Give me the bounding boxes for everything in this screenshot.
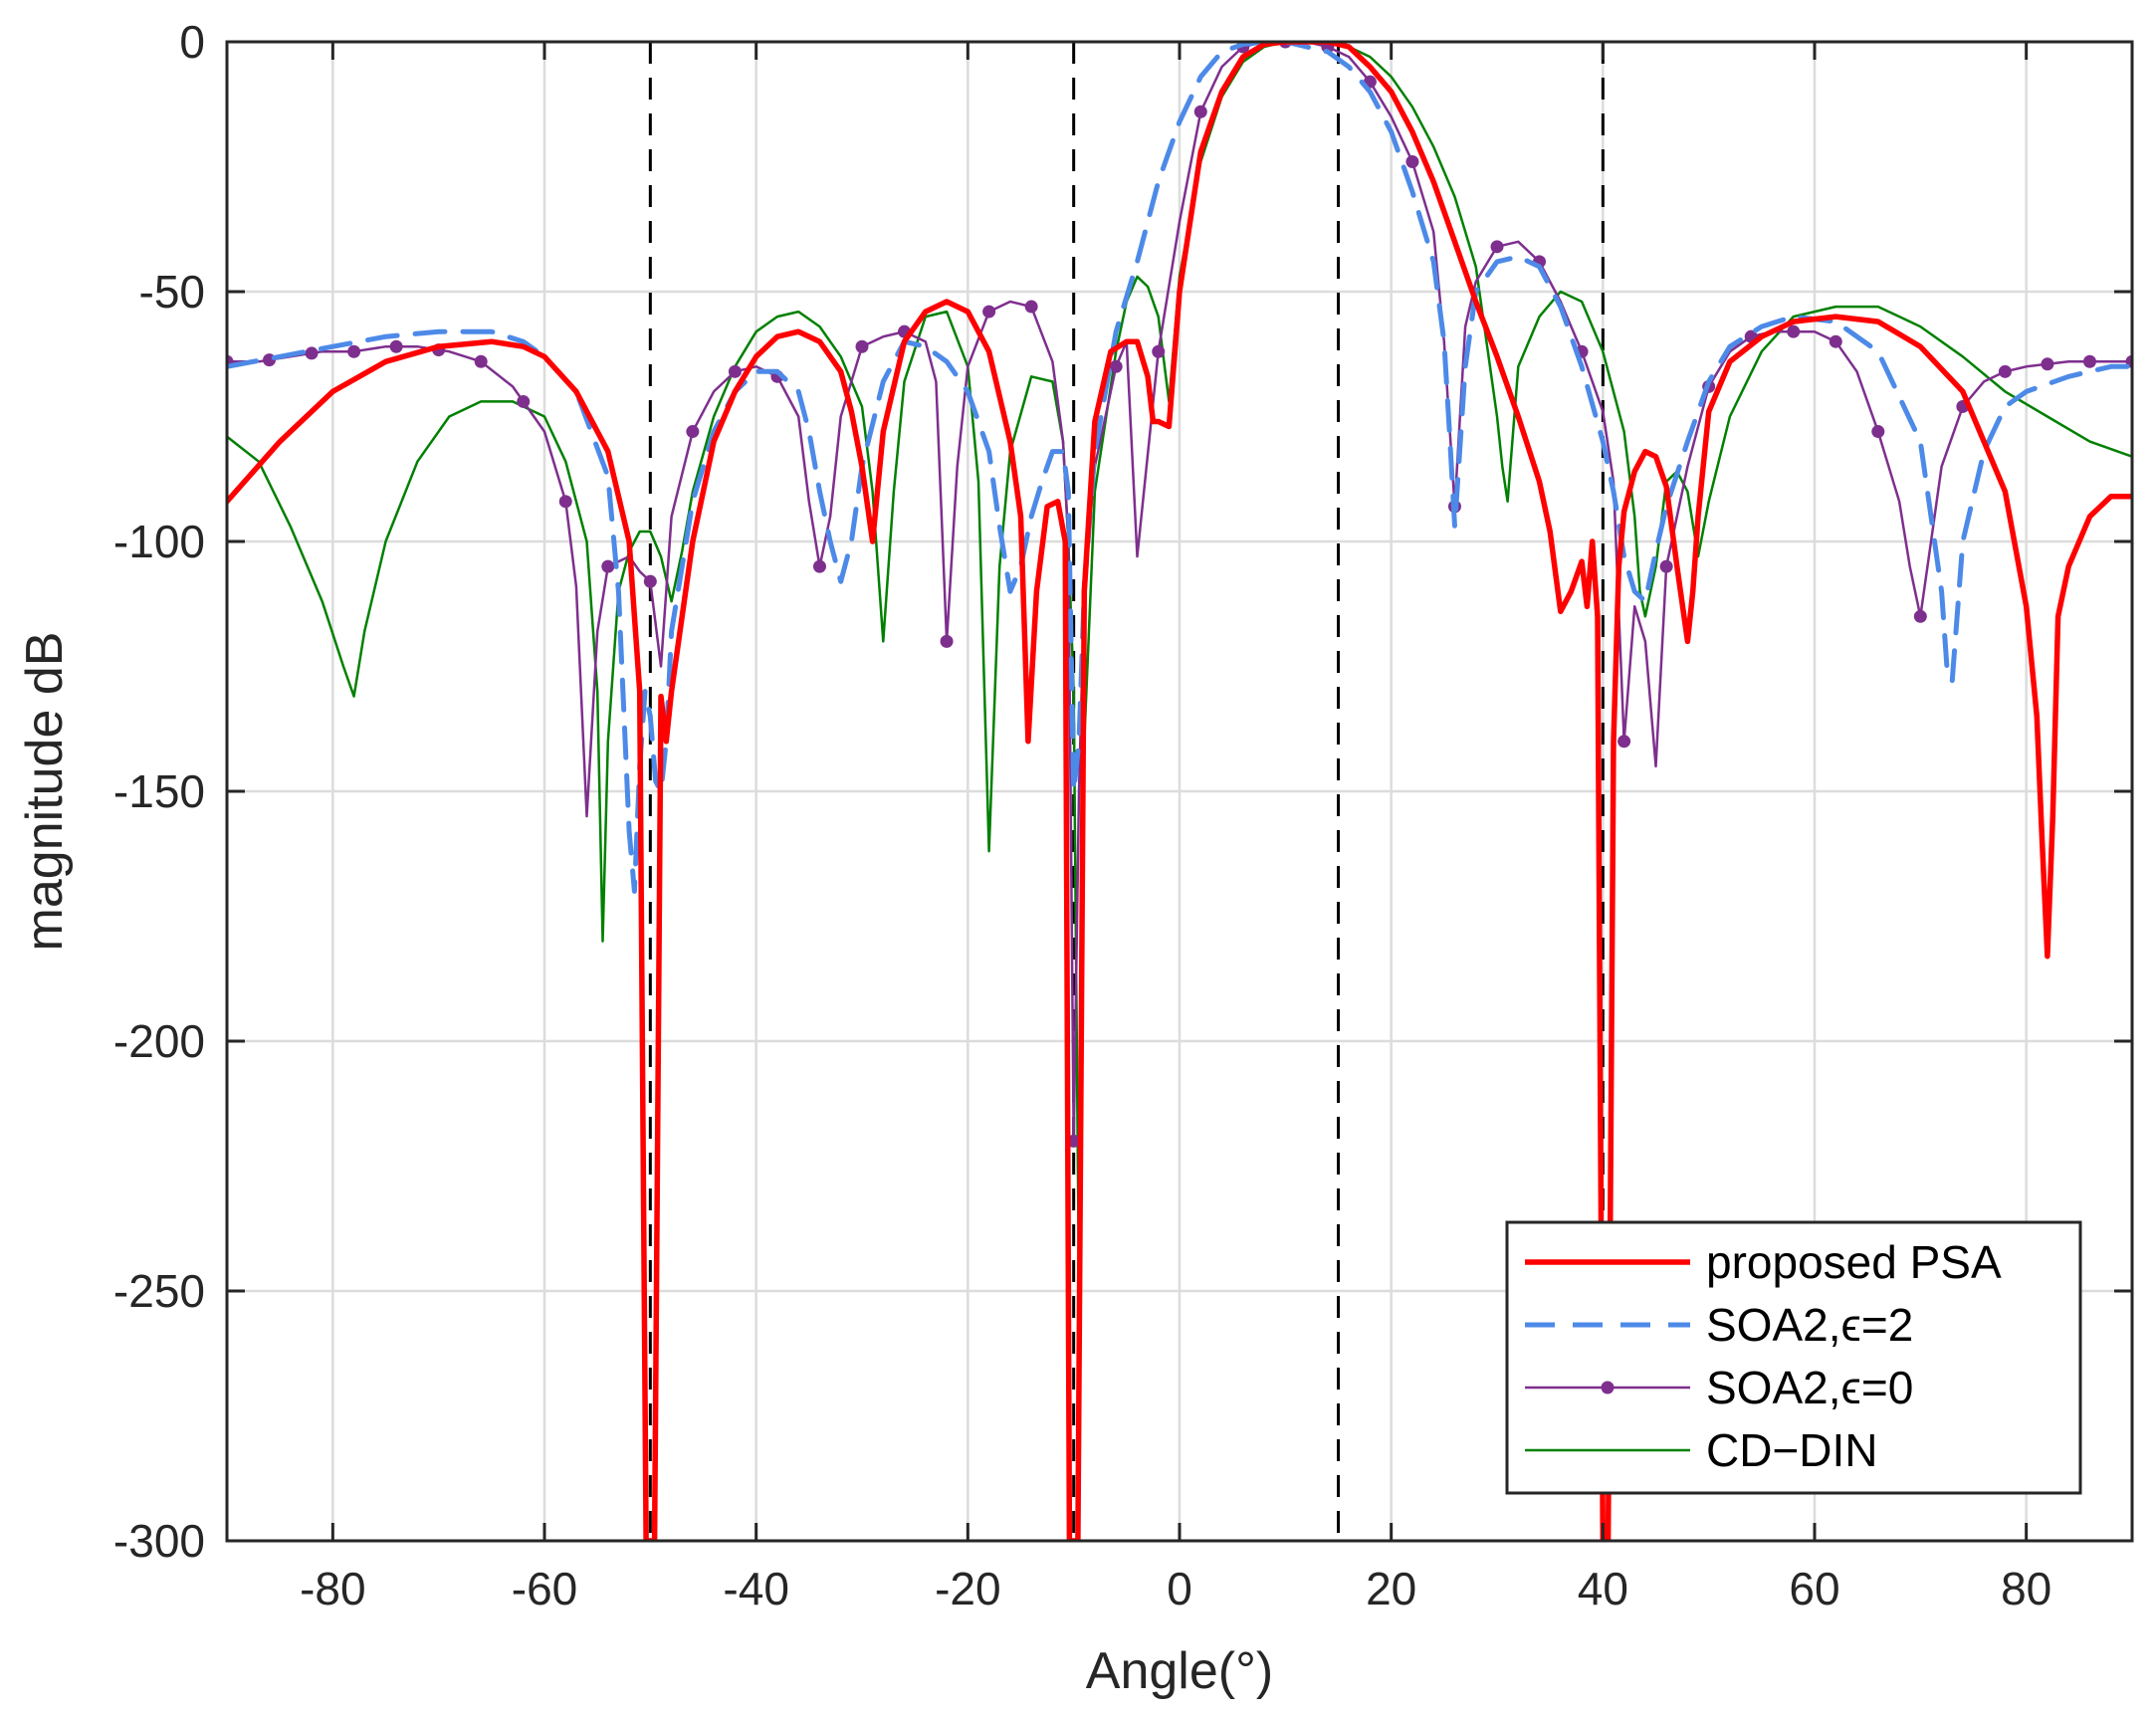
- series-marker: [855, 339, 869, 353]
- series-marker: [517, 394, 531, 408]
- series-marker: [2041, 357, 2054, 371]
- series-marker: [1024, 300, 1038, 314]
- legend-label-2: SOA2,ϵ=0: [1706, 1362, 1913, 1413]
- legend-label-0: proposed PSA: [1706, 1236, 2002, 1288]
- series-marker: [601, 559, 615, 573]
- series-marker: [558, 495, 572, 509]
- y-tick-label: 0: [179, 16, 205, 68]
- series-marker: [1871, 425, 1885, 439]
- series-marker: [1152, 344, 1166, 358]
- series-marker: [474, 354, 488, 368]
- x-tick-label: 60: [1789, 1563, 1839, 1614]
- y-tick-label: -300: [113, 1515, 205, 1567]
- series-marker: [1109, 359, 1123, 373]
- series-marker: [1659, 559, 1673, 573]
- series-marker: [940, 634, 954, 648]
- series-marker: [686, 425, 700, 439]
- tick-layer: -80 -60 -40 -20 0 20 40 60 800-50-100-150-200-25…: [113, 16, 2132, 1614]
- series-marker: [2082, 354, 2096, 368]
- y-tick-label: -50: [139, 266, 205, 318]
- series-marker: [1829, 334, 1842, 348]
- series-line-0: [227, 42, 2132, 1541]
- series-marker: [1998, 364, 2012, 378]
- x-tick-label: 0: [1167, 1563, 1192, 1614]
- series-line-1: [227, 42, 2132, 894]
- series-layer: [227, 42, 2132, 1541]
- legend-label-1: SOA2,ϵ=2: [1706, 1299, 1913, 1351]
- series-marker: [347, 344, 361, 358]
- series-marker: [389, 339, 403, 353]
- y-tick-label: -250: [113, 1265, 205, 1317]
- y-tick-label: -100: [113, 516, 205, 567]
- x-tick-label: 80: [2001, 1563, 2051, 1614]
- x-tick-label: -60: [512, 1563, 577, 1614]
- x-tick-label: 20: [1366, 1563, 1416, 1614]
- y-tick-label: -150: [113, 765, 205, 817]
- series-marker: [812, 559, 826, 573]
- series-marker: [1193, 105, 1207, 118]
- x-tick-label: 40: [1578, 1563, 1628, 1614]
- legend-label-3: CD−DIN: [1706, 1424, 1878, 1476]
- series-marker: [1787, 324, 1801, 338]
- series-marker: [643, 574, 657, 588]
- series-marker: [1617, 735, 1631, 749]
- x-axis-label: Angle(°): [1086, 1642, 1273, 1700]
- y-tick-label: -200: [113, 1015, 205, 1067]
- x-tick-label: -80: [300, 1563, 365, 1614]
- legend-box: [1505, 1220, 2082, 1495]
- series-marker: [1405, 154, 1419, 168]
- legend-marker: [1601, 1381, 1615, 1394]
- series-marker: [728, 364, 742, 378]
- series-marker: [982, 305, 996, 319]
- series-line-3: [227, 42, 2132, 1293]
- x-tick-label: -20: [935, 1563, 1000, 1614]
- series-marker: [305, 346, 319, 360]
- series-marker: [1490, 240, 1504, 254]
- series-marker: [1913, 609, 1927, 623]
- y-axis-label: magnitude dB: [16, 632, 74, 952]
- legend: proposed PSA SOA2,ϵ=2 SOA2,ϵ=0 CD−DIN: [1505, 1220, 2082, 1495]
- x-tick-label: -40: [723, 1563, 788, 1614]
